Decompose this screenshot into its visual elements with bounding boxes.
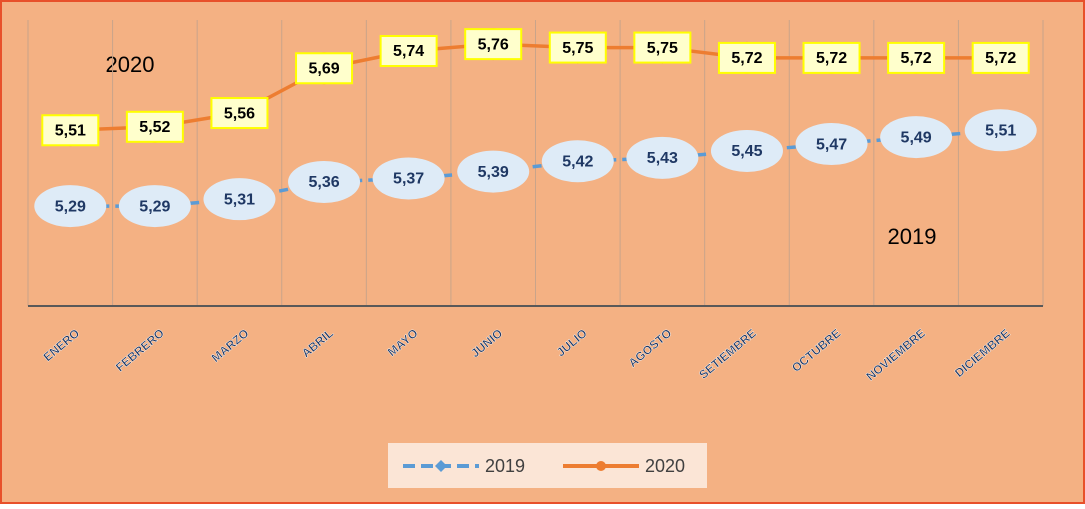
legend-label: 2020 xyxy=(645,456,685,476)
data-label-box xyxy=(887,41,946,74)
data-label: 5,69 xyxy=(308,60,339,77)
data-label-box xyxy=(717,41,776,74)
data-point xyxy=(541,140,614,183)
data-label: 5,72 xyxy=(731,50,762,67)
data-label: 5,36 xyxy=(308,174,339,191)
data-label-box xyxy=(210,97,269,130)
data-label-box xyxy=(125,110,184,143)
data-label-box xyxy=(41,114,100,147)
data-label: 5,39 xyxy=(478,164,509,181)
data-label-box xyxy=(802,41,861,74)
data-point xyxy=(34,185,107,228)
data-label: 5,52 xyxy=(139,119,170,136)
legend-label: 2019 xyxy=(485,456,525,476)
data-label: 5,72 xyxy=(901,50,932,67)
data-label: 5,51 xyxy=(55,122,86,139)
legend-marker xyxy=(435,460,447,472)
data-label-box xyxy=(295,52,354,85)
data-label-box xyxy=(633,31,692,64)
data-label: 5,56 xyxy=(224,105,255,122)
data-label: 5,29 xyxy=(139,198,170,215)
data-label: 5,43 xyxy=(647,150,678,167)
data-label-box xyxy=(548,31,607,64)
data-point xyxy=(626,136,699,179)
legend-marker xyxy=(596,461,606,471)
data-label: 5,45 xyxy=(731,143,762,160)
data-label: 5,75 xyxy=(562,40,593,57)
data-label: 5,31 xyxy=(224,191,255,208)
data-label: 5,37 xyxy=(393,171,424,188)
data-label: 5,76 xyxy=(478,36,509,53)
data-point xyxy=(795,123,868,166)
annotation: 2019 xyxy=(888,224,937,249)
data-label: 5,49 xyxy=(901,129,932,146)
data-point xyxy=(288,160,361,203)
annotation: 2020 xyxy=(106,52,155,77)
data-label: 5,42 xyxy=(562,153,593,170)
data-label: 5,72 xyxy=(985,50,1016,67)
data-point xyxy=(710,129,783,172)
data-label-box xyxy=(379,35,438,68)
data-label: 5,51 xyxy=(985,122,1016,139)
data-label: 5,47 xyxy=(816,136,847,153)
data-label: 5,75 xyxy=(647,40,678,57)
data-label-box xyxy=(971,41,1030,74)
data-point xyxy=(880,116,953,159)
data-label-box xyxy=(464,28,523,61)
data-point xyxy=(964,109,1037,152)
data-point xyxy=(203,178,276,221)
data-label: 5,72 xyxy=(816,50,847,67)
data-point xyxy=(118,185,191,228)
data-label: 5,74 xyxy=(393,43,424,60)
data-label: 5,29 xyxy=(55,198,86,215)
data-point xyxy=(457,150,530,193)
data-point xyxy=(372,157,445,200)
